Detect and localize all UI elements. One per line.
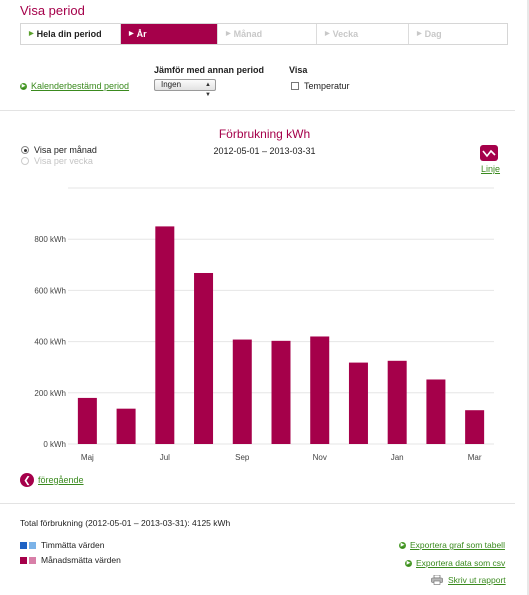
legend-hourly: Timmätta värden	[20, 540, 104, 550]
bar-mar	[465, 410, 485, 444]
tab-label: Månad	[233, 29, 263, 39]
y-tick-label: 800 kWh	[34, 235, 66, 244]
tab-label: Vecka	[332, 29, 359, 39]
bar-okt	[271, 340, 291, 444]
consumption-chart: 0 kWh 200 kWh 400 kWh 600 kWh 800 kWh Maj Jul S…	[34, 187, 494, 462]
bar-aug	[194, 272, 214, 444]
arrow-right-circle-icon: ▶	[405, 559, 412, 567]
y-tick-label: 600 kWh	[34, 286, 66, 295]
y-tick-label: 0 kWh	[43, 440, 66, 449]
total-consumption: Total förbrukning (2012-05-01 – 2013-03-…	[20, 518, 231, 528]
print-report-link[interactable]: Skriv ut rapport	[448, 575, 506, 585]
compare-select-value: Ingen	[161, 80, 182, 89]
bar-jun	[116, 408, 136, 444]
period-tabs: ▶ Hela din period ▶ År ▶ Månad ▶ Vecka ▶ Dag	[20, 23, 508, 45]
chevron-left-icon: ❮	[23, 475, 31, 485]
arrow-right-circle-icon: ▶	[20, 82, 27, 90]
legend-monthly: Månadsmätta värden	[20, 555, 121, 565]
show-label: Visa	[289, 65, 308, 75]
arrow-right-icon: ▶	[29, 31, 34, 37]
tab-label: Dag	[424, 29, 442, 39]
bar-maj	[77, 397, 97, 444]
swatch-dark	[20, 541, 27, 549]
y-tick-label: 400 kWh	[34, 338, 66, 347]
printer-icon[interactable]	[431, 575, 443, 585]
custom-period-link[interactable]: ▶ Kalenderbestämd period	[20, 81, 129, 91]
arrow-right-icon: ▶	[226, 31, 231, 37]
per-month-label: Visa per månad	[34, 145, 97, 155]
tab-week[interactable]: ▶ Vecka	[317, 24, 409, 44]
export-table-link[interactable]: ▶ Exportera graf som tabell	[399, 540, 505, 550]
tab-label: Hela din period	[36, 29, 102, 39]
compare-label: Jämför med annan period	[154, 65, 265, 75]
tab-whole-period[interactable]: ▶ Hela din period	[21, 24, 121, 44]
select-caret-icon: ▲ ▼	[205, 82, 211, 98]
x-tick-label: Jul	[160, 453, 170, 462]
legend-label: Månadsmätta värden	[41, 555, 121, 565]
chart-title: Förbrukning kWh	[218, 127, 311, 141]
tab-label: År	[136, 29, 147, 39]
compare-select[interactable]: Ingen ▲ ▼	[154, 79, 216, 98]
bar-feb	[426, 379, 446, 444]
swatch-light	[29, 541, 36, 549]
x-tick-label: Nov	[313, 453, 327, 462]
per-week-label: Visa per vecka	[34, 156, 93, 166]
arrow-right-icon: ▶	[129, 31, 134, 37]
x-tick-label: Jan	[391, 453, 404, 462]
tab-day[interactable]: ▶ Dag	[409, 24, 507, 44]
page-title: Visa period	[20, 3, 85, 18]
swatch-dark	[20, 556, 27, 564]
tab-year[interactable]: ▶ År	[121, 24, 218, 44]
swatch-light	[29, 556, 36, 564]
x-tick-label: Sep	[235, 453, 250, 462]
temperature-checkbox[interactable]	[291, 82, 299, 90]
chart-date-range: 2012-05-01 – 2013-03-31	[213, 146, 316, 156]
temperature-label: Temperatur	[304, 81, 350, 91]
legend-label: Timmätta värden	[41, 540, 105, 550]
per-week-radio[interactable]	[21, 157, 29, 165]
bar-nov	[310, 336, 330, 444]
y-tick-label: 200 kWh	[34, 389, 66, 398]
per-month-radio[interactable]	[21, 146, 29, 154]
arrow-right-icon: ▶	[325, 31, 330, 37]
export-csv-label: Exportera data som csv	[416, 558, 506, 568]
bar-jul	[155, 226, 175, 444]
divider	[0, 503, 515, 504]
x-tick-label: Maj	[81, 453, 94, 462]
line-view-link[interactable]: Linje	[481, 164, 501, 174]
custom-period-label: Kalenderbestämd period	[31, 81, 130, 91]
export-table-label: Exportera graf som tabell	[410, 540, 505, 550]
divider	[0, 110, 515, 111]
bar-dec	[348, 362, 368, 444]
previous-button[interactable]: ❮	[20, 473, 34, 487]
x-tick-label: Mar	[468, 453, 482, 462]
tab-month[interactable]: ▶ Månad	[218, 24, 317, 44]
bar-jan	[387, 360, 407, 444]
arrow-right-icon: ▶	[417, 31, 422, 37]
arrow-right-circle-icon: ▶	[399, 541, 406, 549]
previous-link[interactable]: föregående	[38, 475, 84, 485]
export-csv-link[interactable]: ▶ Exportera data som csv	[405, 558, 505, 568]
bar-sep	[232, 339, 252, 444]
line-chart-icon[interactable]	[480, 145, 498, 161]
